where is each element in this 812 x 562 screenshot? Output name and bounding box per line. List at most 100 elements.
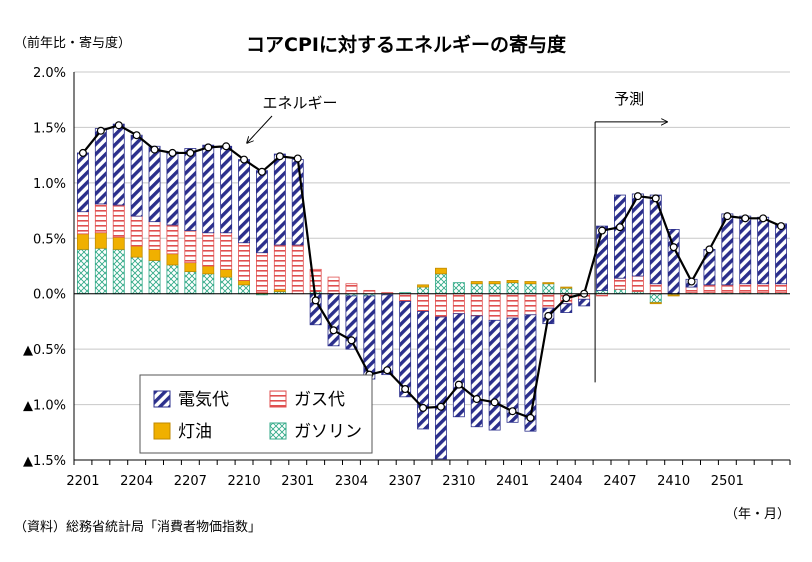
- energy-point-2504: [777, 222, 786, 231]
- bar-kerosene-2206: [166, 253, 179, 266]
- x-tick-label: 2410: [657, 474, 690, 489]
- energy-point-2204: [132, 131, 141, 140]
- bar-electricity-2211: [256, 170, 268, 254]
- bar-gas-2303: [327, 276, 340, 295]
- energy-point-2201: [78, 148, 87, 157]
- y-tick-label: 2.0%: [33, 66, 66, 81]
- bar-gasoline-2409: [649, 293, 662, 303]
- energy-point-2308: [419, 403, 428, 412]
- x-tick-label: 2301: [281, 474, 314, 489]
- bar-kerosene-2205: [148, 248, 161, 261]
- bar-electricity-2210: [238, 159, 250, 244]
- bar-kerosene-2202: [94, 232, 107, 249]
- bar-electricity-2306: [381, 294, 394, 376]
- y-tick-label: 1.5%: [33, 121, 66, 136]
- bar-gasoline-2404: [560, 287, 573, 295]
- x-tick-label: 2207: [174, 474, 207, 489]
- bar-electricity-2207: [184, 148, 197, 231]
- energy-point-2503: [759, 214, 768, 223]
- bar-gas-2408: [631, 275, 644, 292]
- legend-box: [139, 374, 373, 454]
- energy-point-2203: [114, 121, 123, 130]
- bar-electricity-2202: [94, 128, 107, 205]
- energy-point-2411: [687, 277, 696, 286]
- x-tick-label: 2407: [603, 474, 636, 489]
- energy-point-2302: [311, 296, 320, 305]
- energy-point-2209: [222, 142, 231, 151]
- energy-point-2408: [633, 192, 642, 201]
- energy-point-2307: [401, 385, 410, 394]
- y-tick-label: ▲1.5%: [23, 454, 66, 469]
- x-axis-unit-label: （年・月）: [724, 507, 790, 522]
- source-note: （資料）総務省統計局「消費者物価指数」: [14, 520, 262, 535]
- bar-kerosene-2403: [542, 282, 555, 285]
- bar-electricity-2405: [578, 298, 591, 307]
- legend-swatch-gasoline: [269, 422, 287, 440]
- bar-gas-2204: [130, 215, 143, 247]
- bar-kerosene-2409: [649, 302, 662, 305]
- bar-electricity-2312: [488, 319, 501, 431]
- forecast-label: 予測: [614, 90, 644, 108]
- bar-gas-2302: [309, 268, 322, 292]
- legend-label-gas: ガス代: [294, 390, 345, 410]
- energy-point-2407: [615, 223, 624, 232]
- bar-kerosene-2204: [130, 245, 143, 258]
- bar-electricity-2502: [739, 215, 752, 285]
- bar-gas-2210: [238, 242, 250, 281]
- bar-gas-2403: [542, 293, 555, 309]
- x-tick-label: 2501: [711, 474, 744, 489]
- bar-gas-2203: [112, 204, 125, 238]
- energy-point-2412: [705, 245, 714, 254]
- bar-kerosene-2309: [435, 267, 447, 275]
- bar-kerosene-2312: [488, 281, 501, 285]
- energy-point-2202: [96, 126, 105, 135]
- bar-gas-2307: [399, 293, 412, 302]
- energy-point-2501: [723, 212, 732, 221]
- energy-point-2205: [150, 145, 159, 154]
- bar-kerosene-2209: [220, 268, 233, 278]
- bar-electricity-2401: [506, 317, 519, 423]
- bar-gas-2409: [649, 283, 662, 295]
- bar-gas-2205: [148, 221, 161, 250]
- bar-gas-2301: [291, 244, 304, 295]
- bar-kerosene-2210: [238, 280, 250, 286]
- bar-gas-2311: [470, 293, 483, 317]
- energy-point-2402: [526, 413, 535, 422]
- bar-gas-2201: [77, 211, 89, 235]
- x-tick-label: 2401: [496, 474, 529, 489]
- bar-gasoline-2208: [202, 273, 215, 295]
- energy-point-2409: [651, 194, 660, 203]
- x-tick-label: 2210: [228, 474, 261, 489]
- x-tick-label: 2310: [442, 474, 475, 489]
- bar-gas-2312: [488, 293, 501, 321]
- bar-gas-2309: [435, 293, 447, 318]
- bar-gas-2202: [94, 203, 107, 234]
- bar-electricity-2205: [148, 145, 161, 223]
- y-tick-label: 0.5%: [33, 232, 66, 247]
- bar-gas-2310: [452, 293, 465, 315]
- bar-electricity-2404: [560, 303, 573, 313]
- energy-point-2212: [275, 152, 284, 161]
- energy-point-2304: [347, 336, 356, 345]
- bar-gas-2212: [273, 244, 286, 290]
- bar-gasoline-2203: [112, 248, 125, 295]
- energy-total-line: [82, 124, 782, 420]
- energy-point-2206: [168, 148, 177, 157]
- chart-title: コアCPIに対するエネルギーの寄与度: [246, 34, 566, 56]
- bar-electricity-2203: [112, 123, 125, 206]
- bar-gas-2411: [685, 286, 698, 294]
- y-tick-label: 1.0%: [33, 177, 66, 192]
- legend-swatch-kerosene: [153, 422, 171, 440]
- bar-electricity-2212: [273, 153, 286, 246]
- energy-point-2210: [240, 155, 249, 164]
- bar-kerosene-2311: [470, 281, 483, 285]
- bar-electricity-2209: [220, 145, 233, 234]
- energy-point-2502: [741, 214, 750, 223]
- bar-gasoline-2312: [488, 283, 501, 295]
- energy-point-2410: [669, 243, 678, 252]
- energy-point-2312: [490, 398, 499, 407]
- bar-gas-2407: [614, 277, 626, 290]
- energy-point-2211: [257, 167, 266, 176]
- bar-electricity-2309: [435, 316, 447, 460]
- energy-point-2310: [454, 380, 463, 389]
